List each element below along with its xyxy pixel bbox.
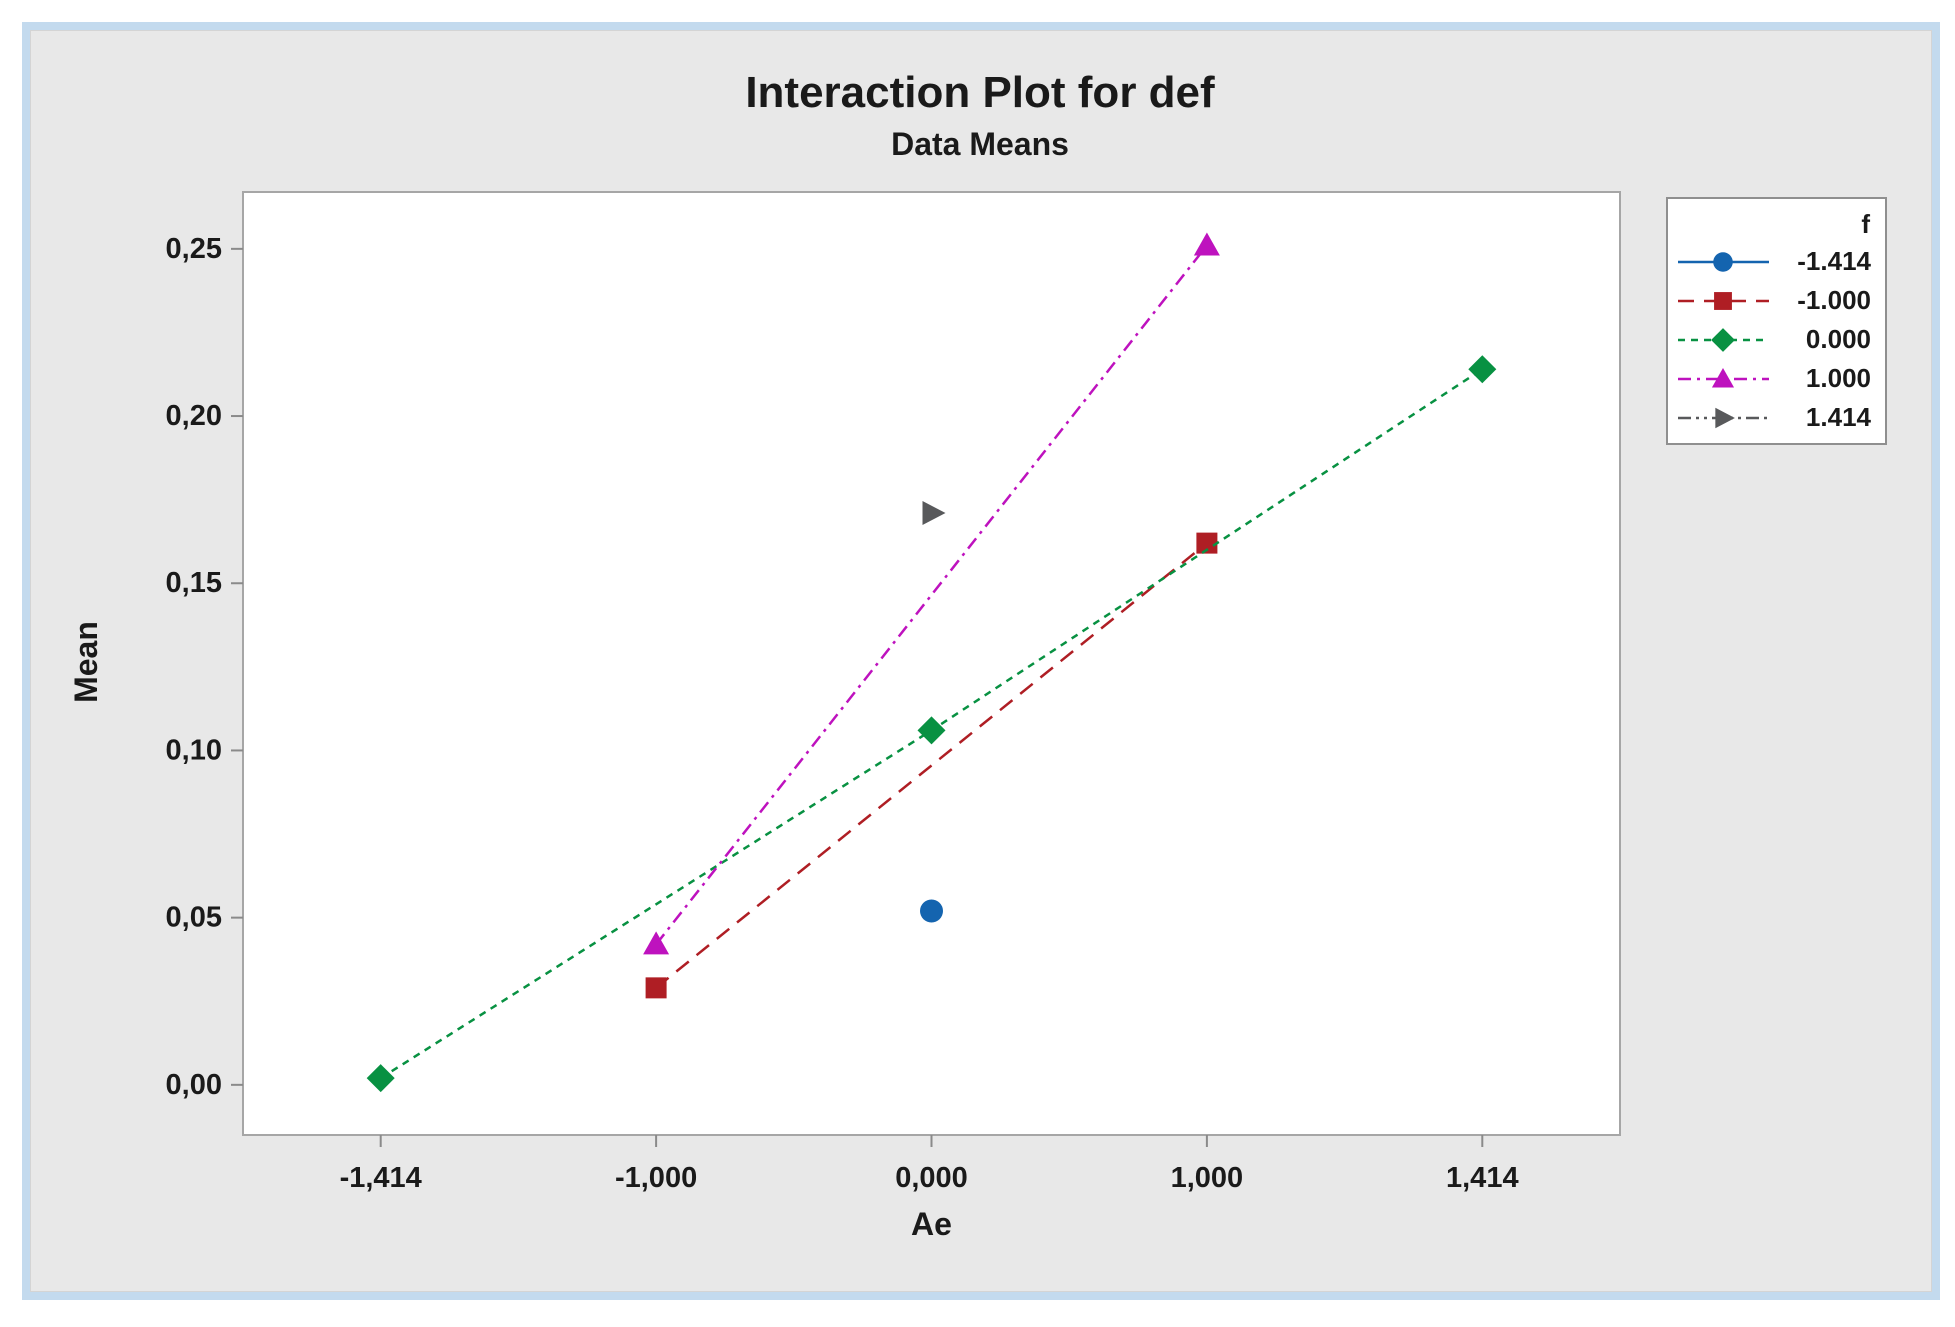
data-point-triangle-up[interactable] [643, 931, 670, 955]
series-line [655, 244, 1208, 946]
legend-item-label: 1.414 [1805, 402, 1871, 432]
legend-item[interactable]: 1.414 [1668, 398, 1885, 437]
x-tick-label: 1,414 [1446, 1162, 1519, 1194]
data-point-triangle-up[interactable] [1193, 232, 1220, 256]
data-point-square[interactable] [645, 977, 667, 999]
x-tick-label: -1,000 [615, 1162, 697, 1194]
series--1.000[interactable] [645, 532, 1218, 999]
series-line [655, 542, 1208, 989]
legend-item[interactable]: 1.000 [1668, 359, 1885, 398]
data-point-triangle-right[interactable] [922, 501, 946, 526]
x-tick-label: 0,000 [895, 1162, 968, 1194]
series-1.414[interactable] [922, 501, 946, 526]
legend-item[interactable]: 0.000 [1668, 320, 1885, 359]
y-tick-label: 0,20 [166, 400, 222, 432]
chart-subtitle: Data Means [891, 126, 1069, 162]
data-point-circle[interactable] [1713, 251, 1733, 272]
y-tick-label: 0,05 [166, 902, 222, 934]
series--1.414[interactable] [920, 899, 943, 923]
data-point-triangle-right[interactable] [1715, 407, 1735, 428]
legend-title: f [1861, 209, 1870, 239]
legend-swatch-triangle-right-icon [1678, 407, 1769, 428]
series-1.000[interactable] [643, 232, 1220, 955]
series-0.000[interactable] [366, 355, 1497, 1093]
chart-title: Interaction Plot for def [745, 68, 1215, 117]
data-point-square[interactable] [1714, 291, 1732, 310]
legend-swatch-diamond-icon [1678, 327, 1769, 352]
legend-item[interactable]: -1.414 [1668, 242, 1885, 281]
x-tick-label: -1,414 [340, 1162, 422, 1194]
data-point-square[interactable] [1196, 532, 1218, 554]
y-tick-label: 0,10 [166, 734, 222, 766]
data-point-triangle-up[interactable] [1711, 367, 1735, 387]
data-point-diamond[interactable] [917, 716, 946, 745]
y-tick-label: 0,15 [166, 567, 222, 599]
legend-swatch-triangle-up-icon [1678, 367, 1769, 387]
legend-box[interactable]: f -1.414 -1.000 0.000 1.000 1.414 [1666, 197, 1887, 445]
legend-item-label: 0.000 [1805, 324, 1871, 354]
legend-item-label: -1.000 [1797, 285, 1871, 315]
legend-swatch-square-icon [1678, 291, 1769, 310]
legend-swatch-circle-icon [1678, 251, 1769, 272]
plot-area[interactable] [242, 191, 1621, 1136]
data-point-diamond[interactable] [1468, 355, 1497, 384]
data-point-circle[interactable] [920, 899, 943, 923]
legend-item-label: 1.000 [1805, 363, 1871, 393]
x-tick-label: 1,000 [1171, 1162, 1244, 1194]
data-point-diamond[interactable] [1711, 327, 1735, 352]
legend-item[interactable]: -1.000 [1668, 281, 1885, 320]
x-axis-title: Ae [911, 1206, 952, 1242]
data-point-diamond[interactable] [366, 1064, 395, 1093]
y-tick-label: 0,00 [166, 1069, 222, 1101]
legend-item-label: -1.414 [1797, 246, 1871, 276]
y-tick-label: 0,25 [166, 233, 222, 265]
